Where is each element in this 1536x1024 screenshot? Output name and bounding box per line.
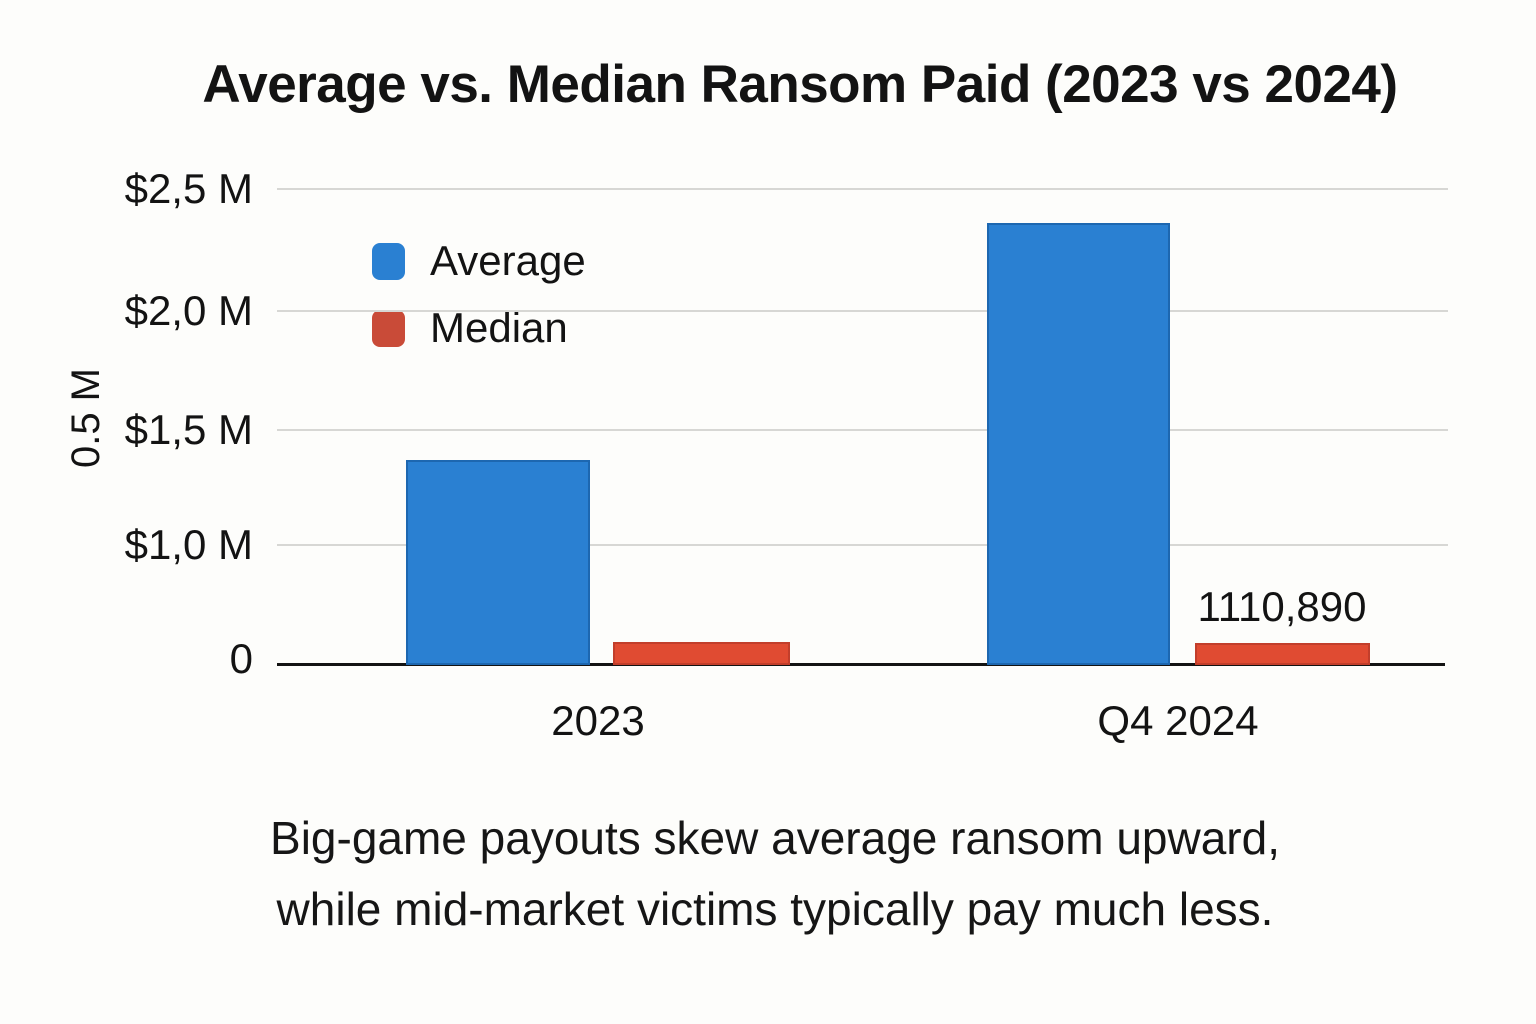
y-tick-label: $1,0 M [124, 521, 253, 568]
caption: Big-game payouts skew average ransom upw… [14, 803, 1536, 945]
y-tick-label: $2,5 M [124, 165, 253, 212]
legend-label-median: Median [430, 304, 568, 351]
caption-line-2: while mid-market victims typically pay m… [276, 883, 1274, 935]
legend-label-average: Average [430, 237, 586, 284]
bar-median-2023 [613, 642, 790, 665]
gridline [277, 544, 1448, 546]
gridline [277, 429, 1448, 431]
bar-median-q4-2024 [1195, 643, 1370, 665]
legend-swatch-average-icon [372, 242, 405, 280]
caption-line-1: Big-game payouts skew average ransom upw… [270, 812, 1280, 864]
legend-item-median: Median [372, 307, 568, 349]
gridline [277, 188, 1448, 190]
legend-swatch-median-icon [372, 309, 405, 347]
x-axis-label: Q4 2024 [1097, 697, 1259, 744]
x-axis-line [277, 663, 1445, 666]
median-bar-value-annotation: 1110,890 [1197, 583, 1367, 630]
bar-average-2023 [406, 460, 590, 665]
y-tick-label: $1,5 M [124, 406, 253, 453]
y-tick-label: $2,0 M [124, 287, 253, 334]
x-axis-label: 2023 [551, 697, 645, 744]
chart-title: Average vs. Median Ransom Paid (2023 vs … [202, 55, 1398, 114]
gridline [277, 310, 1448, 312]
bar-average-q4-2024 [987, 223, 1170, 665]
y-tick-label: 0 [229, 635, 253, 682]
legend-item-average: Average [372, 240, 586, 282]
